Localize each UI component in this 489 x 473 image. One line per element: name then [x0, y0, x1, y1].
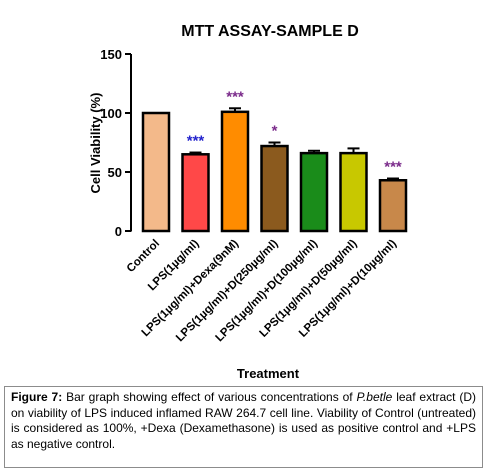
- y-tick-label: 100: [100, 106, 122, 121]
- y-tick-label: 150: [100, 47, 122, 62]
- figure-caption: Figure 7: Bar graph showing effect of va…: [4, 386, 483, 468]
- y-tick-label: 0: [115, 224, 122, 239]
- y-tick-label: 50: [108, 165, 122, 180]
- bar: [220, 110, 250, 233]
- caption-species: P.betle: [356, 390, 393, 404]
- caption-text-2: leaf extract (D) on viability of LPS ind…: [11, 390, 476, 451]
- bar-chart: MTT ASSAY-SAMPLE D Cell Viability (%) Tr…: [88, 23, 408, 381]
- bar: [339, 151, 368, 233]
- significance-label: *: [272, 123, 278, 140]
- chart-title: MTT ASSAY-SAMPLE D: [181, 23, 359, 40]
- bar: [378, 179, 408, 233]
- bar: [260, 144, 289, 233]
- x-axis-label: Treatment: [237, 366, 300, 381]
- significance-label: ***: [384, 158, 402, 175]
- bar: [299, 151, 329, 233]
- y-axis-label: Cell Viability (%): [88, 93, 103, 194]
- caption-label: Figure 7:: [11, 390, 63, 404]
- x-tick-label: Control: [125, 238, 162, 275]
- bar: [141, 111, 171, 233]
- plot-area: 050100150**********ControlLPS(1µg/ml)LPS…: [100, 47, 408, 344]
- significance-label: ***: [226, 88, 244, 105]
- bar: [181, 153, 210, 233]
- caption-text-1: Bar graph showing effect of various conc…: [62, 390, 357, 404]
- significance-label: ***: [187, 133, 205, 150]
